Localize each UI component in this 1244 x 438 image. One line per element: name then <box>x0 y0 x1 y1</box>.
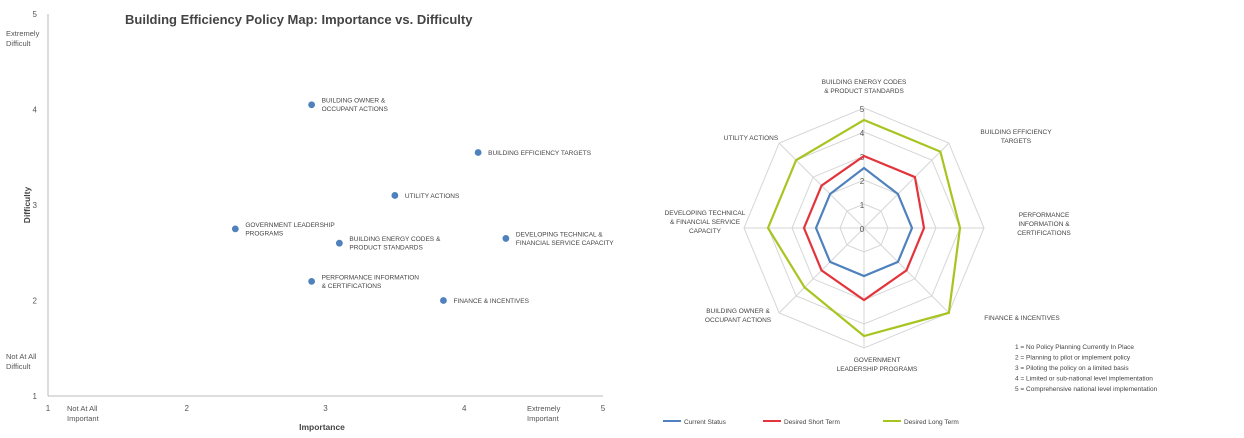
data-point-label: BUILDING ENERGY CODES & PRODUCT STANDARDS <box>349 236 441 252</box>
x-high-label: Extremely Important <box>527 404 561 423</box>
legend-label: Desired Short Term <box>784 419 840 426</box>
y-tick-label: 1 <box>33 392 38 401</box>
data-point-label: FINANCE & INCENTIVES <box>453 298 529 305</box>
radar-axis-label: BUILDING OWNER & OCCUPANT ACTIONS <box>705 308 772 324</box>
scatter-chart: Building Efficiency Policy Map: Importan… <box>6 10 614 432</box>
data-point <box>231 225 239 233</box>
legend-label: Current Status <box>684 419 727 426</box>
radar-series-line <box>802 154 926 302</box>
radar-series-line <box>766 118 962 338</box>
radar-spoke <box>863 142 950 229</box>
x-low-label: Not At All Important <box>67 404 100 423</box>
radar-axis-label: BUILDING ENERGY CODES & PRODUCT STANDARDS <box>822 79 907 95</box>
y-tick-label: 4 <box>33 106 38 115</box>
y-tick-label: 3 <box>33 201 38 210</box>
x-tick-label: 4 <box>462 404 467 413</box>
y-high-label: Extremely Difficult <box>6 29 40 48</box>
data-point-label: DEVELOPING TECHNICAL & FINANCIAL SERVICE … <box>516 231 614 247</box>
radar-axis-label: DEVELOPING TECHNICAL & FINANCIAL SERVICE C… <box>665 210 746 235</box>
x-tick-label: 5 <box>601 404 606 413</box>
x-tick-label: 1 <box>46 404 51 413</box>
x-axis-title: Importance <box>299 422 345 432</box>
data-point <box>474 149 482 156</box>
x-tick-label: 3 <box>323 404 328 413</box>
data-point <box>502 235 510 242</box>
radar-axis-label: FINANCE & INCENTIVES <box>984 315 1060 322</box>
data-point <box>308 101 316 109</box>
y-low-label: Not At All Difficult <box>6 352 37 371</box>
radar-tick-label: 5 <box>860 105 865 114</box>
y-tick-label: 5 <box>33 10 38 19</box>
data-point-label: UTILITY ACTIONS <box>405 193 460 200</box>
data-point-label: BUILDING OWNER & OCCUPANT ACTIONS <box>322 98 389 114</box>
data-point <box>440 297 447 304</box>
chart-title: Building Efficiency Policy Map: Importan… <box>125 12 473 27</box>
radar-axis-label: PERFORMANCE INFORMATION & CERTIFICATIONS <box>1017 212 1071 237</box>
radar-tick-label: 4 <box>860 129 865 138</box>
x-tick-label: 2 <box>185 404 190 413</box>
data-point-label: BUILDING EFFICIENCY TARGETS <box>488 150 592 157</box>
radar-tick-label: 1 <box>860 201 865 210</box>
radar-tick-label: 2 <box>860 177 865 186</box>
scale-note: 1 = No Policy Planning Currently In Plac… <box>1015 344 1158 393</box>
radar-axis-label: BUILDING EFFICIENCY TARGETS <box>980 129 1052 145</box>
data-point <box>391 192 399 199</box>
legend-label: Desired Long Term <box>904 419 959 426</box>
radar-tick-label: 0 <box>860 225 865 234</box>
data-point <box>335 239 343 247</box>
data-point-label: GOVERNMENT LEADERSHIP PROGRAMS <box>245 222 334 238</box>
radar-axis-label: GOVERNMENT LEADERSHIP PROGRAMS <box>837 357 918 373</box>
y-axis-title: Difficulty <box>22 187 32 224</box>
data-point-label: PERFORMANCE INFORMATION & CERTIFICATIONS <box>322 274 420 290</box>
data-point <box>308 278 316 285</box>
radar-axis-label: UTILITY ACTIONS <box>724 135 779 142</box>
radar-series-line <box>814 166 914 278</box>
y-tick-label: 2 <box>33 297 38 306</box>
